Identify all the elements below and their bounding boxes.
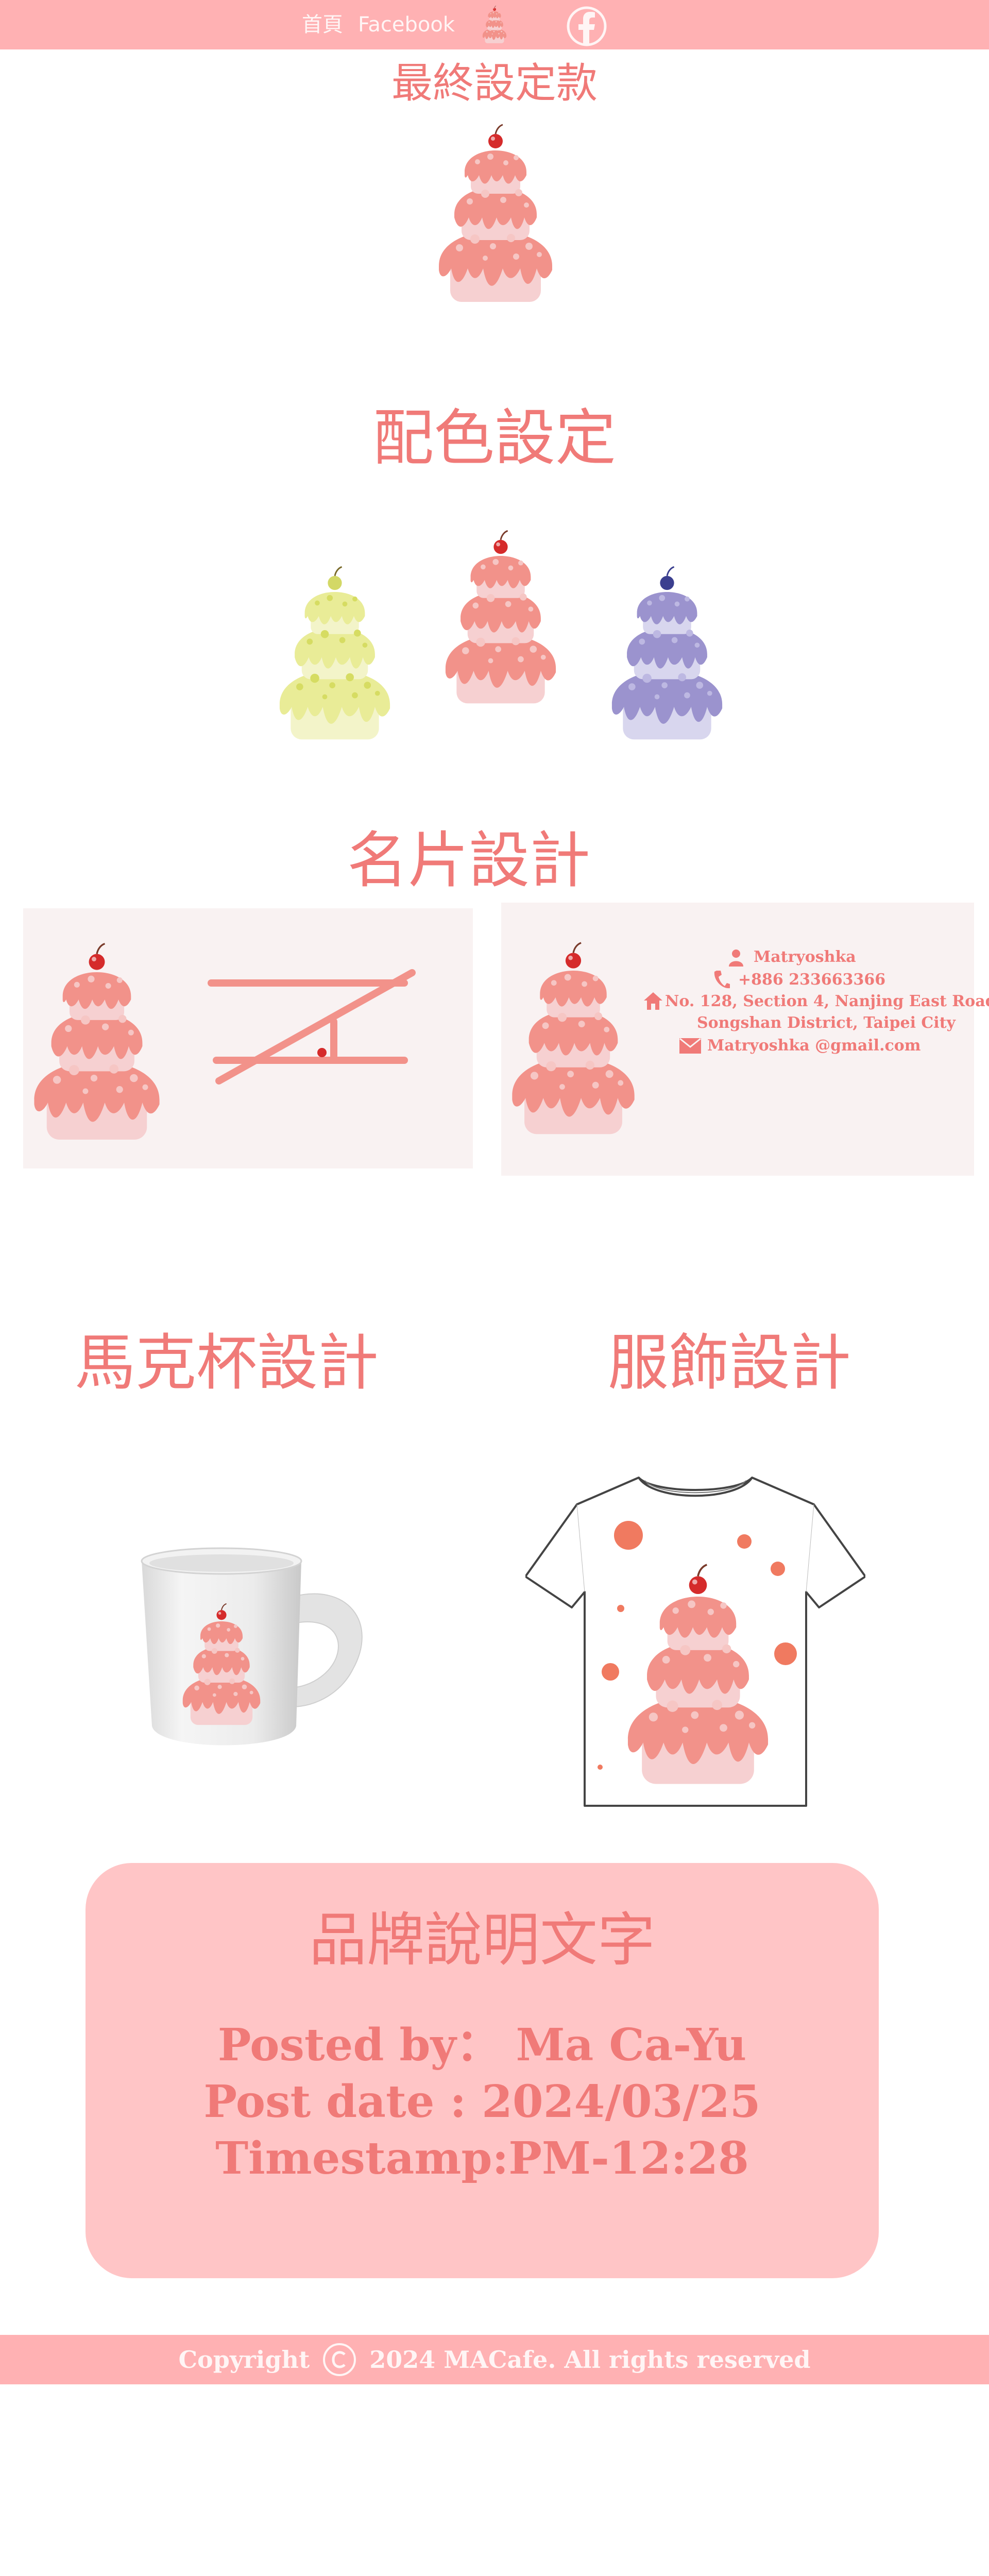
footer: Copyright 2024 MACafe. All rights reserv…	[0, 2335, 989, 2384]
person-icon	[729, 950, 743, 967]
color-settings-title: 配色設定	[372, 402, 616, 473]
apparel-design-title: 服飾設計	[608, 1327, 851, 1398]
timestamp-text: Timestamp:PM-12:28	[215, 2132, 749, 2184]
card-back-cake-image	[506, 928, 640, 1140]
tshirt-image	[525, 1477, 865, 1807]
business-card-title: 名片設計	[347, 825, 590, 896]
card-address-line1: No. 128, Section 4, Nanjing East Road,	[665, 992, 989, 1010]
home-icon	[644, 992, 662, 1010]
nav-home-link[interactable]: 首頁	[302, 13, 343, 37]
business-card-back: Matryoshka +886 233663366 No. 128, Secti…	[501, 903, 989, 1176]
cake-logo-icon[interactable]	[479, 3, 510, 44]
yellow-cake-image	[273, 554, 397, 744]
card-email: Matryoshka @gmail.com	[707, 1037, 921, 1055]
seesaw-logo-icon	[208, 969, 416, 1084]
business-card-front	[23, 908, 473, 1168]
final-design-title: 最終設定款	[391, 59, 598, 107]
purple-cake-image	[605, 554, 729, 744]
brand-description-box: 品牌說明文字 Posted by： Ma Ca-Yu Post date : 2…	[86, 1863, 879, 2278]
card-front-cake-image	[27, 929, 166, 1145]
pink-cake-image	[439, 518, 562, 708]
nav-facebook-link[interactable]: Facebook	[358, 13, 455, 37]
posted-by-text: Posted by： Ma Ca-Yu	[217, 2019, 747, 2071]
mug-design-title: 馬克杯設計	[75, 1327, 379, 1398]
copyright-text: 2024 MACafe. All rights reserved	[369, 2346, 811, 2374]
card-phone: +886 233663366	[738, 971, 886, 989]
facebook-icon[interactable]	[567, 6, 607, 46]
copyright-icon	[323, 2343, 356, 2376]
brand-description-title: 品牌說明文字	[309, 1907, 655, 1974]
card-address-line2: Songshan District, Taipei City	[697, 1014, 956, 1032]
mail-icon	[679, 1038, 701, 1054]
card-name: Matryoshka	[754, 948, 856, 966]
phone-icon	[714, 971, 730, 989]
footer-copyright: Copyright 2024 MACafe. All rights reserv…	[0, 2335, 989, 2384]
top-nav: 首頁 Facebook	[0, 0, 989, 49]
final-cake-image	[434, 111, 557, 307]
copyright-label: Copyright	[178, 2346, 310, 2374]
post-date-text: Post date : 2024/03/25	[203, 2076, 761, 2128]
mug-image	[141, 1547, 363, 1745]
